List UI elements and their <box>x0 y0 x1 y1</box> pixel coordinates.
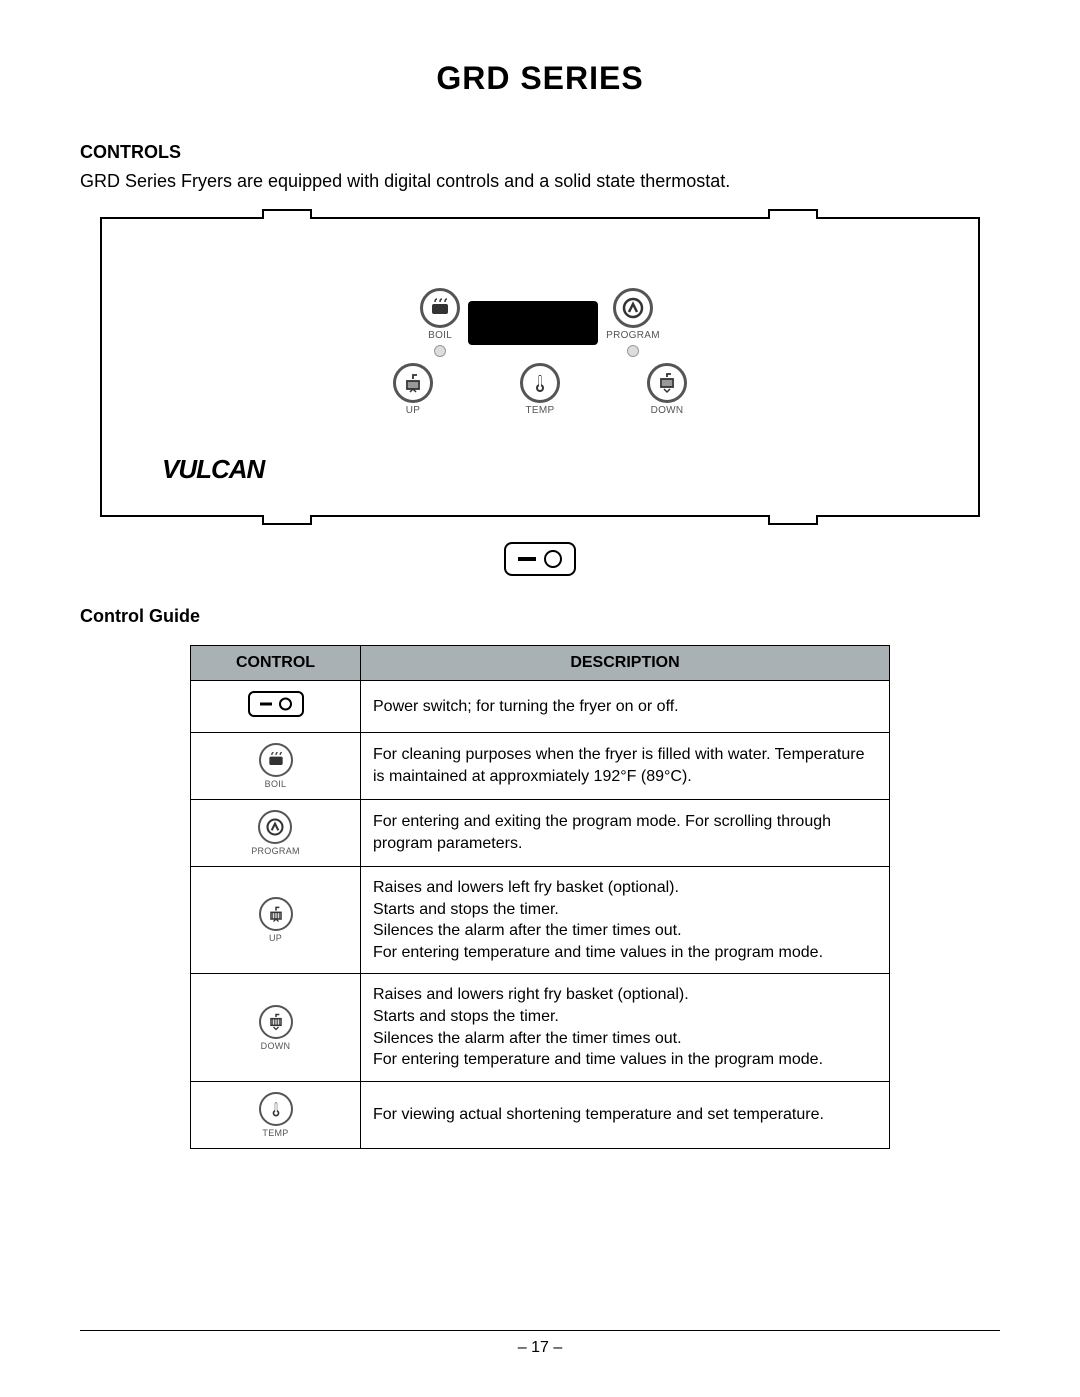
boil-label: BOIL <box>428 330 452 341</box>
control-icon-cell <box>191 681 361 733</box>
control-icon-cell: TEMP <box>191 1081 361 1148</box>
up-label: UP <box>406 405 421 416</box>
digital-display <box>468 301 598 345</box>
up-icon <box>259 897 293 931</box>
table-row: UPRaises and lowers left fry basket (opt… <box>191 867 890 974</box>
up-button <box>393 363 433 403</box>
temp-icon <box>259 1092 293 1126</box>
down-icon <box>259 1005 293 1039</box>
control-guide-table: CONTROL DESCRIPTION Power switch; for tu… <box>190 645 890 1149</box>
down-label: DOWN <box>651 405 684 416</box>
control-icon-cell: DOWN <box>191 974 361 1081</box>
col-control: CONTROL <box>191 646 361 681</box>
program-button <box>613 288 653 328</box>
table-row: TEMPFor viewing actual shortening temper… <box>191 1081 890 1148</box>
table-row: DOWNRaises and lowers right fry basket (… <box>191 974 890 1081</box>
program-label: PROGRAM <box>606 330 660 341</box>
temp-label: TEMP <box>526 405 555 416</box>
controls-heading: CONTROLS <box>80 142 1000 163</box>
temp-button <box>520 363 560 403</box>
table-row: BOILFor cleaning purposes when the fryer… <box>191 733 890 800</box>
control-description: Raises and lowers right fry basket (opti… <box>361 974 890 1081</box>
boil-button <box>420 288 460 328</box>
control-description: Raises and lowers left fry basket (optio… <box>361 867 890 974</box>
table-row: Power switch; for turning the fryer on o… <box>191 681 890 733</box>
brand-logo: VULCAN <box>162 454 264 485</box>
power-switch-icon <box>248 691 304 717</box>
page-number: – 17 – <box>518 1339 562 1356</box>
control-description: Power switch; for turning the fryer on o… <box>361 681 890 733</box>
intro-text: GRD Series Fryers are equipped with digi… <box>80 171 1000 192</box>
page-footer: – 17 – <box>80 1330 1000 1357</box>
boil-icon <box>259 743 293 777</box>
table-row: PROGRAMFor entering and exiting the prog… <box>191 800 890 867</box>
control-panel-diagram: BOIL PROGRAM UP TEMP <box>100 217 980 517</box>
down-button <box>647 363 687 403</box>
power-switch-diagram <box>504 542 576 576</box>
control-icon-cell: PROGRAM <box>191 800 361 867</box>
boil-led <box>434 345 446 357</box>
col-description: DESCRIPTION <box>361 646 890 681</box>
program-icon <box>258 810 292 844</box>
program-led <box>627 345 639 357</box>
guide-heading: Control Guide <box>80 606 1000 627</box>
control-description: For viewing actual shortening temperatur… <box>361 1081 890 1148</box>
control-icon-cell: BOIL <box>191 733 361 800</box>
control-description: For entering and exiting the program mod… <box>361 800 890 867</box>
control-icon-cell: UP <box>191 867 361 974</box>
page-title: GRD SERIES <box>80 60 1000 97</box>
control-description: For cleaning purposes when the fryer is … <box>361 733 890 800</box>
